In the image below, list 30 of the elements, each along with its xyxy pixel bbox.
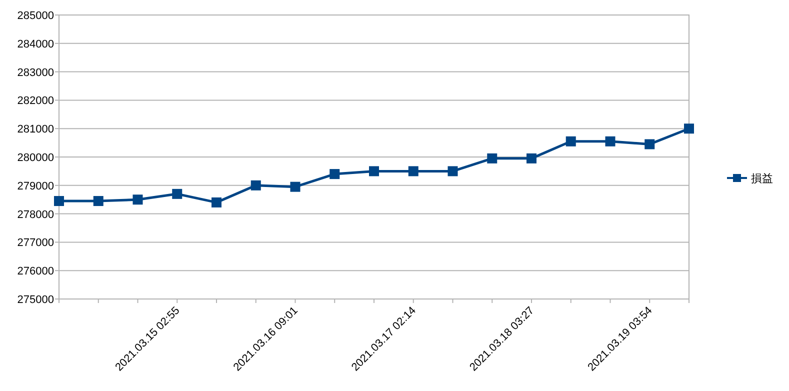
point [250, 180, 261, 190]
point [132, 194, 143, 205]
y-tick-label: 281000 [17, 124, 54, 136]
point [290, 182, 300, 192]
point [684, 124, 694, 134]
y-tick-label: 276000 [17, 266, 54, 278]
y-tick-label: 278000 [17, 208, 54, 221]
y-tick-label: 280000 [17, 152, 54, 164]
y-tick-label: 284000 [17, 38, 54, 50]
legend-label: 損益 [751, 173, 773, 185]
point [54, 196, 64, 206]
point [487, 153, 498, 164]
point [330, 169, 340, 180]
point [93, 196, 104, 206]
point [605, 136, 616, 146]
y-tick-label: 285000 [17, 10, 54, 22]
y-tick-label: 282000 [17, 95, 54, 108]
point [408, 166, 418, 176]
y-tick-label: 279000 [17, 180, 54, 192]
point [566, 136, 576, 146]
point [369, 166, 379, 176]
point [212, 197, 222, 208]
y-tick-label: 275000 [17, 294, 54, 306]
y-tick-label: 283000 [17, 66, 54, 79]
legend: 損益 [727, 173, 773, 185]
point [526, 153, 536, 164]
y-tick-label: 277000 [17, 237, 54, 250]
point [644, 139, 655, 150]
point [448, 166, 458, 176]
point [172, 188, 182, 199]
